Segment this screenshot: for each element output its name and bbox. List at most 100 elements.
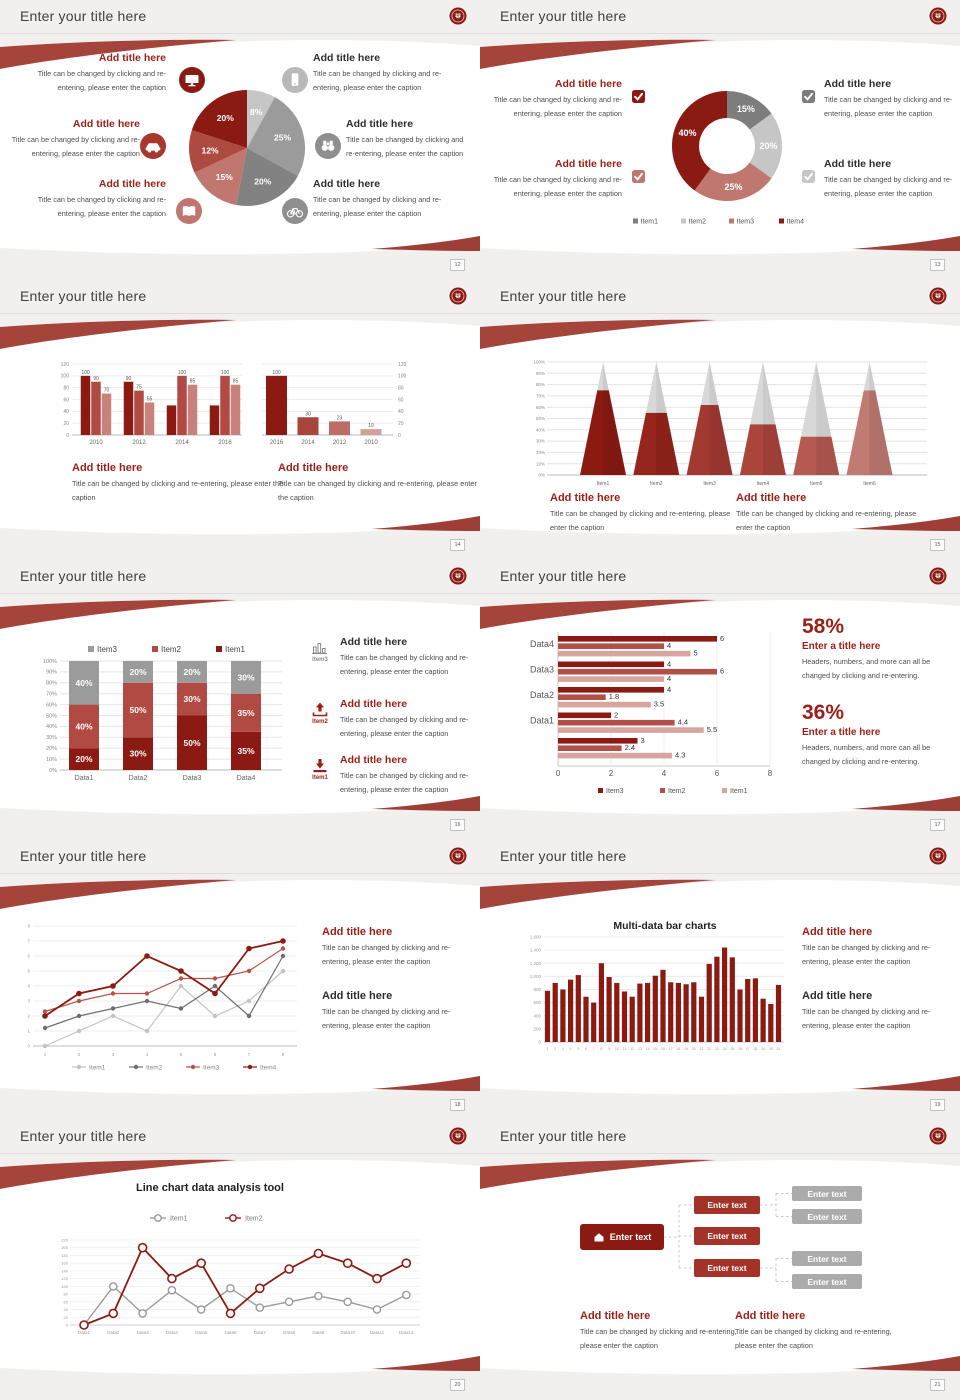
text-block: Add title here Title can be changed by cl… [346,118,474,161]
svg-text:80: 80 [64,1292,69,1297]
svg-text:75: 75 [136,385,142,391]
svg-text:3: 3 [27,999,30,1004]
svg-text:Item6: Item6 [863,481,876,487]
slide-header [480,0,960,34]
svg-text:Data8: Data8 [283,1330,296,1335]
page-number: 16 [450,819,465,831]
block-title: Add title here [802,926,873,938]
text-block: Add title here Title can be changed by cl… [313,178,465,221]
svg-text:1: 1 [547,1047,549,1051]
block-title: Add title here [580,1310,651,1322]
org-mid-box: Enter text [694,1227,760,1245]
bar-chart-icon [312,643,327,654]
svg-text:25%: 25% [274,133,291,143]
svg-text:1: 1 [27,1029,30,1034]
slide-background [0,840,480,1120]
svg-text:21: 21 [700,1047,704,1051]
svg-text:22: 22 [707,1047,711,1051]
text-block: Add title here Title can be changed by cl… [278,462,478,505]
school-logo-icon [929,7,947,25]
svg-text:Data4: Data4 [237,775,256,782]
block-title: Add title here [824,78,892,90]
svg-text:Data4: Data4 [166,1330,179,1335]
line2-legend: Item1 Item2 [150,1214,263,1223]
svg-text:0: 0 [27,1044,30,1049]
school-logo-icon [449,7,467,25]
text-block: Add title here Title can be changed by cl… [550,492,740,535]
svg-text:12%: 12% [202,145,219,155]
svg-text:Data7: Data7 [254,1330,267,1335]
svg-text:20: 20 [63,421,69,427]
slide-content: 0 1 2 3 4 5 6 7 8 1 2 3 4 5 6 7 8 Item1 Item2 Item3 Item4 Add… [0,840,480,1120]
slide-background [480,0,960,280]
svg-text:2010: 2010 [89,440,103,446]
svg-text:Data12: Data12 [399,1330,414,1335]
check-icon [632,170,645,183]
svg-text:20%: 20% [759,141,777,151]
chart-title: Multi-data bar charts [613,920,717,932]
block-caption: Title can be changed by clicking and re-… [736,509,917,533]
svg-text:15%: 15% [737,104,755,114]
svg-text:100: 100 [272,370,281,376]
svg-text:50%: 50% [46,713,57,719]
svg-text:60%: 60% [46,702,57,708]
svg-text:5: 5 [180,1052,183,1057]
svg-text:85: 85 [233,379,239,385]
svg-text:20%: 20% [46,746,57,752]
svg-text:20%: 20% [536,450,545,455]
slide-page-12: Enter your title here 8% 25% 20% 15% 12% 20% A… [0,0,480,280]
svg-text:8: 8 [768,769,773,778]
block-caption: Title can be changed by clicking and re-… [824,175,953,199]
text-block: Add title here Title can be changed by cl… [802,990,952,1033]
svg-text:13: 13 [638,1047,642,1051]
svg-text:Item1: Item1 [89,1065,106,1072]
block-title: Add title here [554,158,622,170]
slide-title: Enter your title here [20,1128,147,1144]
block-title: Add title here [313,178,381,190]
svg-text:4: 4 [570,1047,572,1051]
svg-text:35%: 35% [237,746,254,756]
slide-header [480,560,960,594]
svg-text:15%: 15% [216,172,233,182]
svg-text:800: 800 [533,987,541,992]
svg-text:20: 20 [64,1315,69,1320]
text-block: Add title here Title can be changed by cl… [580,1310,742,1353]
slide-header [480,280,960,314]
svg-text:40%: 40% [75,721,92,731]
svg-text:4: 4 [146,1052,149,1057]
org-leaf-box: Enter text [792,1209,862,1224]
slide-page-13: Enter your title here 15% 20% 25% 40% Item1 I… [480,0,960,280]
svg-text:100: 100 [178,370,187,376]
page-number: 21 [930,1379,945,1391]
block-title: Add title here [72,462,143,474]
svg-text:20%: 20% [129,667,146,677]
svg-text:10%: 10% [46,757,57,763]
page-number: 12 [450,259,465,271]
slide-content: 15% 20% 25% 40% Item1 Item2 Item3 Item4 Add titl… [480,0,960,280]
svg-text:17: 17 [669,1047,673,1051]
svg-text:0: 0 [398,433,401,439]
svg-text:2010: 2010 [364,440,378,446]
svg-text:25%: 25% [724,182,742,192]
text-block: Add title here Title can be changed by cl… [313,52,465,95]
block-title: Add title here [735,1310,806,1322]
svg-text:100%: 100% [533,360,545,365]
slide-page-19: Enter your title here 0 200 400 600 800 1,000… [480,840,960,1120]
slide-header [0,1120,480,1154]
block-caption: Title can be changed by clicking and re-… [824,95,953,119]
slide-header [0,560,480,594]
block-caption: Title can be changed by clicking and re-… [493,95,622,119]
slide-page-21: Enter your title here Enter text Enter te… [480,1120,960,1400]
block-caption: Title can be changed by clicking and re-… [550,509,731,533]
svg-text:1,400: 1,400 [530,948,542,953]
text-block: Add title here Title can be changed by cl… [322,990,472,1033]
upload-icon [312,702,328,717]
svg-text:50%: 50% [129,705,146,715]
svg-text:Item4: Item4 [260,1065,277,1072]
svg-text:7: 7 [593,1047,595,1051]
check-icon [632,90,645,103]
svg-text:40: 40 [63,409,69,415]
school-logo-icon [449,847,467,865]
block-title: Add title here [824,158,892,170]
